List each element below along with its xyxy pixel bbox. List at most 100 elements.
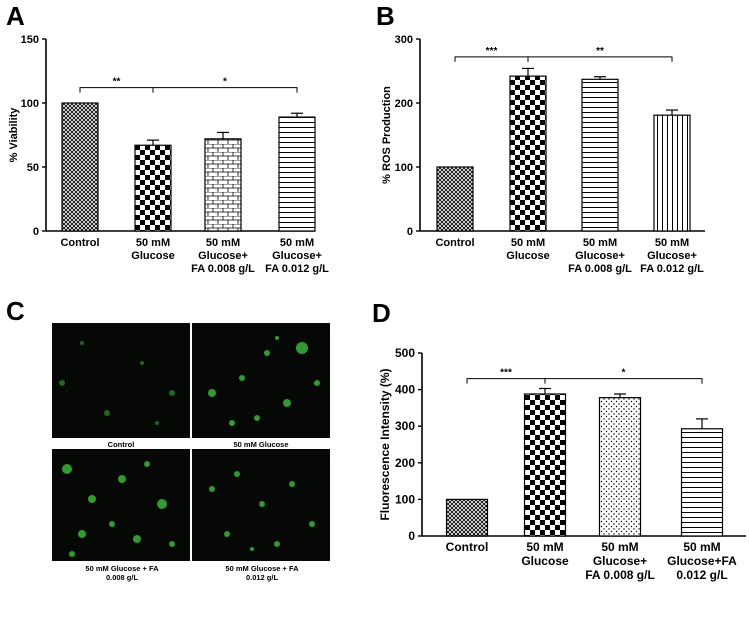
significance-bracket bbox=[466, 378, 546, 384]
x-tick-label: 50 mM bbox=[526, 540, 563, 554]
cell-marker bbox=[88, 495, 96, 503]
x-tick-label: FA 0.008 g/L bbox=[585, 568, 655, 582]
cell-marker bbox=[144, 461, 150, 467]
panel-label-d: D bbox=[372, 298, 391, 328]
bar bbox=[680, 428, 724, 537]
y-tick-label: 400 bbox=[395, 383, 415, 397]
cell-marker bbox=[169, 541, 175, 547]
cell-marker bbox=[309, 521, 315, 527]
cell-marker bbox=[229, 420, 235, 426]
x-tick-label: FA 0.012 g/L bbox=[640, 263, 704, 275]
x-tick-label: 50 mM bbox=[280, 237, 314, 249]
y-tick-label: 100 bbox=[21, 98, 39, 110]
bar bbox=[204, 138, 242, 232]
x-tick-label: Glucose+ bbox=[272, 250, 322, 262]
significance-label: *** bbox=[500, 368, 512, 379]
bar bbox=[581, 78, 619, 232]
cell-marker bbox=[80, 341, 84, 345]
x-tick-label: 0.012 g/L bbox=[676, 568, 727, 582]
cell-marker bbox=[208, 389, 216, 397]
x-tick-label: Glucose bbox=[506, 250, 549, 262]
bar bbox=[445, 498, 489, 537]
micrograph-cells bbox=[209, 471, 315, 551]
bar bbox=[61, 102, 99, 232]
micrograph-glucose-fa-0012 bbox=[192, 449, 330, 561]
y-axis-label: % Viability bbox=[8, 107, 20, 163]
cell-marker bbox=[62, 464, 72, 474]
panel-label-b: B bbox=[376, 1, 395, 31]
micrograph-cells bbox=[62, 461, 175, 557]
y-tick-label: 100 bbox=[395, 162, 413, 174]
bar bbox=[509, 75, 547, 232]
x-tick-label: Control bbox=[60, 237, 99, 249]
micrograph-glucose bbox=[192, 323, 330, 438]
micrograph-caption-glucose: 50 mM Glucose bbox=[233, 440, 289, 449]
significance-bracket bbox=[544, 378, 703, 384]
cell-marker bbox=[104, 410, 110, 416]
micrograph-caption-glucose-fa-0008: 50 mM Glucose + FA 0.008 g/L bbox=[85, 564, 159, 583]
y-tick-label: 200 bbox=[395, 98, 413, 110]
bar bbox=[523, 393, 567, 537]
micrograph-glucose-fa-0008 bbox=[52, 449, 190, 561]
x-tick-label: 50 mM bbox=[136, 237, 170, 249]
cell-marker bbox=[259, 501, 265, 507]
panel-label-a: A bbox=[6, 1, 25, 31]
y-tick-label: 0 bbox=[408, 529, 415, 543]
x-tick-label: 50 mM bbox=[583, 237, 617, 249]
x-tick-label: 50 mM bbox=[206, 237, 240, 249]
x-tick-label: Glucose+ bbox=[647, 250, 697, 262]
significance-bracket bbox=[454, 56, 529, 62]
significance-bracket bbox=[152, 87, 298, 93]
x-tick-label: Control bbox=[435, 237, 474, 249]
micrograph-control bbox=[52, 323, 190, 438]
y-tick-label: 0 bbox=[407, 226, 413, 238]
x-tick-label: 50 mM bbox=[655, 237, 689, 249]
x-tick-label: FA 0.012 g/L bbox=[265, 263, 329, 275]
x-tick-label: Glucose+ bbox=[198, 250, 248, 262]
micrograph-caption-glucose-fa-0012: 50 mM Glucose + FA 0.012 g/L bbox=[225, 564, 299, 583]
cell-marker bbox=[224, 531, 230, 537]
significance-bracket bbox=[527, 56, 673, 62]
x-tick-label: Control bbox=[446, 540, 489, 554]
cell-marker bbox=[169, 390, 175, 396]
cell-marker bbox=[239, 375, 245, 381]
micrograph-cells bbox=[59, 341, 175, 425]
cell-marker bbox=[275, 336, 279, 340]
significance-label: ** bbox=[113, 77, 121, 88]
significance-label: * bbox=[622, 368, 626, 379]
bar bbox=[436, 166, 474, 232]
cell-marker bbox=[109, 521, 115, 527]
y-tick-label: 50 bbox=[27, 162, 39, 174]
y-tick-label: 100 bbox=[395, 492, 415, 506]
y-tick-label: 300 bbox=[395, 34, 413, 46]
significance-bracket bbox=[79, 87, 154, 93]
x-tick-label: 50 mM bbox=[683, 540, 720, 554]
significance-label: *** bbox=[486, 46, 498, 57]
micrograph-cells bbox=[208, 336, 320, 426]
x-tick-label: FA 0.008 g/L bbox=[191, 263, 255, 275]
cell-marker bbox=[78, 530, 86, 538]
cell-marker bbox=[140, 361, 144, 365]
micrograph-caption-control: Control bbox=[107, 440, 135, 449]
cell-marker bbox=[296, 342, 308, 354]
significance-label: * bbox=[223, 77, 227, 88]
cell-marker bbox=[118, 475, 126, 483]
cell-marker bbox=[69, 551, 75, 557]
cell-marker bbox=[133, 535, 141, 543]
cell-marker bbox=[157, 499, 167, 509]
panel-label-c: C bbox=[6, 296, 25, 326]
cell-marker bbox=[274, 541, 280, 547]
bar bbox=[598, 397, 642, 537]
cell-marker bbox=[250, 547, 254, 551]
y-axis-label: % ROS Production bbox=[381, 86, 393, 184]
x-tick-label: FA 0.008 g/L bbox=[568, 263, 632, 275]
cell-marker bbox=[209, 486, 215, 492]
x-tick-label: 50 mM bbox=[601, 540, 638, 554]
x-tick-label: Glucose+FA bbox=[667, 554, 737, 568]
y-tick-label: 0 bbox=[33, 226, 39, 238]
x-tick-label: 50 mM bbox=[511, 237, 545, 249]
cell-marker bbox=[59, 380, 65, 386]
